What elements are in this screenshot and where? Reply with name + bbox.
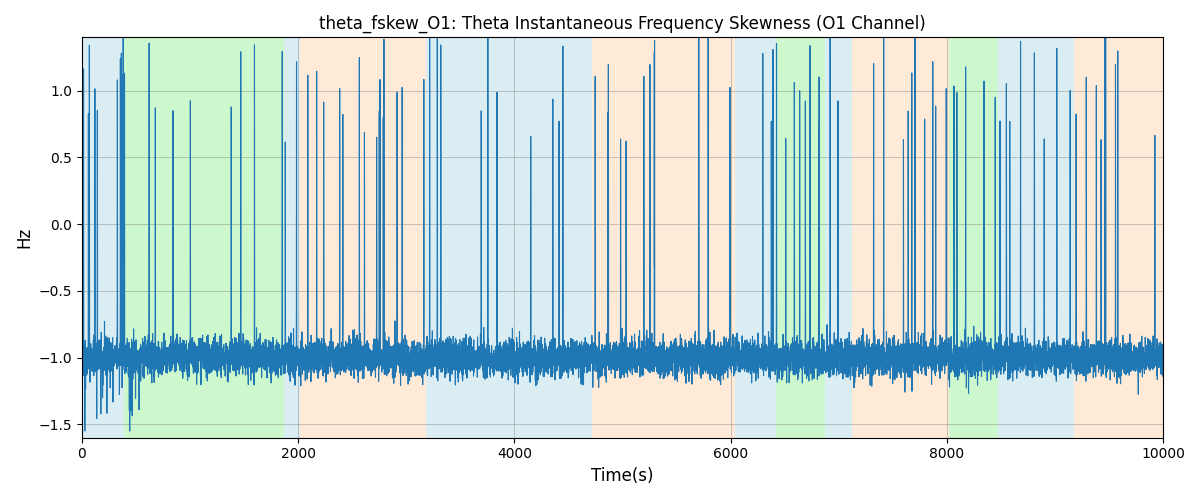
- Bar: [734, 38, 776, 438]
- Bar: [300, 38, 426, 438]
- Bar: [1074, 38, 1163, 438]
- Bar: [82, 38, 124, 438]
- Bar: [426, 38, 593, 438]
- Bar: [949, 38, 997, 438]
- Bar: [284, 38, 300, 438]
- Bar: [852, 38, 949, 438]
- Bar: [997, 38, 1074, 438]
- Bar: [124, 38, 284, 438]
- X-axis label: Time(s): Time(s): [592, 467, 654, 485]
- Bar: [824, 38, 852, 438]
- Title: theta_fskew_O1: Theta Instantaneous Frequency Skewness (O1 Channel): theta_fskew_O1: Theta Instantaneous Freq…: [319, 15, 926, 34]
- Bar: [776, 38, 824, 438]
- Y-axis label: Hz: Hz: [14, 227, 32, 248]
- Bar: [593, 38, 734, 438]
